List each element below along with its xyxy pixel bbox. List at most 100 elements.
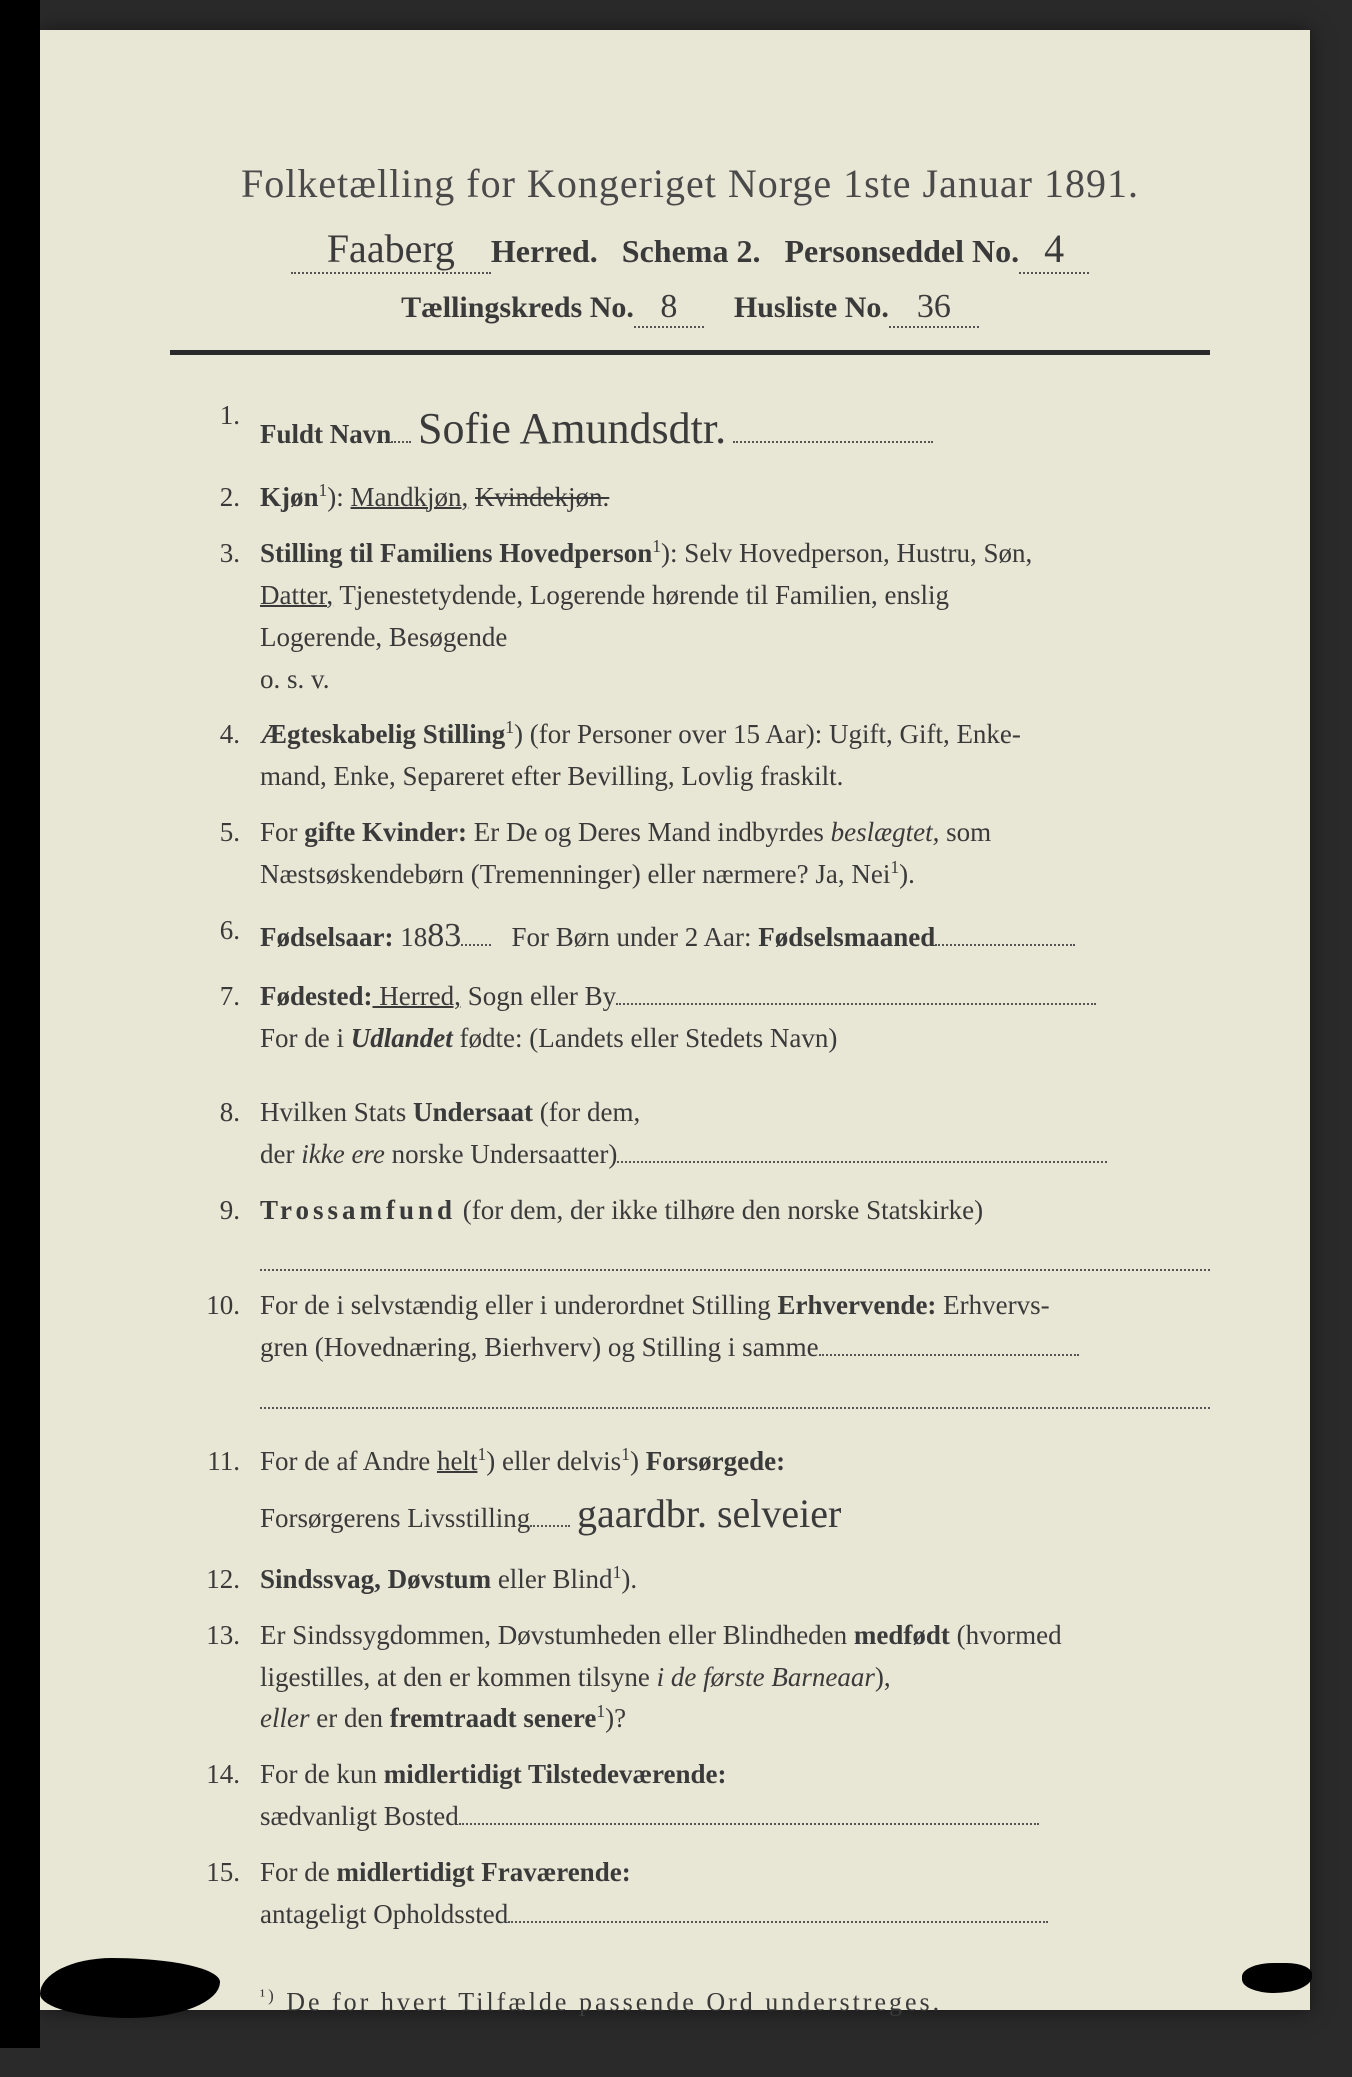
- item-num: 3.: [170, 533, 260, 700]
- label-erhvervende: Erhvervende:: [777, 1290, 936, 1320]
- item13-l2b: i de første Barneaar: [657, 1662, 875, 1692]
- item4-text2: mand, Enke, Separeret efter Bevilling, L…: [260, 761, 843, 791]
- item-1: 1. Fuldt Navn Sofie Amundsdtr.: [170, 395, 1210, 463]
- dotline: [260, 1369, 1210, 1409]
- item15-t1: For de: [260, 1857, 337, 1887]
- label-fravaerende: midlertidigt Fraværende:: [337, 1857, 631, 1887]
- header-line-2: Faaberg Herred. Schema 2. Personseddel N…: [170, 225, 1210, 274]
- item-3: 3. Stilling til Familiens Hovedperson1):…: [170, 533, 1210, 700]
- item-13: 13. Er Sindssygdommen, Døvstumheden elle…: [170, 1615, 1210, 1741]
- item11-t2: eller delvis: [495, 1446, 621, 1476]
- label-aegteskab: Ægteskabelig Stilling: [260, 719, 505, 749]
- item11-helt: helt: [437, 1446, 478, 1476]
- item3-text4: o. s. v.: [260, 664, 330, 694]
- item8-t2: (for dem,: [533, 1097, 640, 1127]
- item-num: 4.: [170, 714, 260, 798]
- label-undersaat: Undersaat: [413, 1097, 533, 1127]
- item4-paren: (for Personer over 15 Aar):: [523, 719, 829, 749]
- item11-l2: Forsørgerens Livsstilling: [260, 1503, 530, 1533]
- item13-t1: Er Sindssygdommen, Døvstumheden eller Bl…: [260, 1620, 854, 1650]
- item3-text1: Selv Hovedperson, Hustru, Søn,: [684, 538, 1032, 568]
- item-num: 2.: [170, 477, 260, 519]
- item7-l2c: fødte: (Landets eller Stedets Navn): [453, 1023, 838, 1053]
- item-10: 10. For de i selvstændig eller i underor…: [170, 1285, 1210, 1408]
- label-forsorgede: Forsørgede:: [639, 1446, 785, 1476]
- label-trossamfund: Trossamfund: [260, 1195, 456, 1225]
- item-14: 14. For de kun midlertidigt Tilstedevære…: [170, 1754, 1210, 1838]
- scan-edge: [0, 0, 40, 2048]
- label-fodselsaar: Fødselsaar:: [260, 922, 393, 952]
- item-7: 7. Fødested: Herred, Sogn eller By For d…: [170, 976, 1210, 1060]
- document-page: Folketælling for Kongeriget Norge 1ste J…: [40, 30, 1310, 2010]
- item-11: 11. For de af Andre helt1) eller delvis1…: [170, 1441, 1210, 1545]
- item11-t1: For de af Andre: [260, 1446, 437, 1476]
- item-num: 7.: [170, 976, 260, 1060]
- item7-herred: Herred,: [372, 981, 460, 1011]
- item-2: 2. Kjøn1): Mandkjøn, Kvindekjøn.: [170, 477, 1210, 519]
- person-no: 4: [1044, 225, 1064, 272]
- husliste-no: 36: [917, 288, 951, 325]
- item-num: 13.: [170, 1615, 260, 1741]
- footnote: ¹) De for hvert Tilfælde passende Ord un…: [170, 1986, 1210, 2018]
- item3-text2b: Tjenestetydende, Logerende hørende til F…: [333, 580, 949, 610]
- item-num: 12.: [170, 1559, 260, 1601]
- item5-text2: som: [939, 817, 991, 847]
- item13-l2c: ),: [875, 1662, 891, 1692]
- year-handwritten: 83: [427, 917, 461, 954]
- item-num: 10.: [170, 1285, 260, 1408]
- item14-l2: sædvanligt Bosted: [260, 1801, 459, 1831]
- item15-l2: antageligt Opholdssted: [260, 1899, 508, 1929]
- header-line-3: Tællingskreds No.8 Husliste No.36: [170, 288, 1210, 328]
- item6-mid: For Børn under 2 Aar:: [511, 922, 758, 952]
- schema-label: Schema 2.: [622, 233, 761, 269]
- item7-text: Sogn eller By: [461, 981, 616, 1011]
- item-num: 6.: [170, 910, 260, 963]
- item-4: 4. Ægteskabelig Stilling1) (for Personer…: [170, 714, 1210, 798]
- item12-text: eller Blind: [491, 1564, 612, 1594]
- item-num: 9.: [170, 1190, 260, 1272]
- label-fodselsmaaned: Fødselsmaaned: [758, 922, 935, 952]
- item-9: 9. Trossamfund (for dem, der ikke tilhør…: [170, 1190, 1210, 1272]
- item5-text3: Næstsøskendebørn (Tremenninger) eller næ…: [260, 859, 890, 889]
- item5-pre: For: [260, 817, 304, 847]
- item-15: 15. For de midlertidigt Fraværende: anta…: [170, 1852, 1210, 1936]
- item8-t1: Hvilken Stats: [260, 1097, 413, 1127]
- header-rule: [170, 350, 1210, 355]
- item13-medfodt: medfødt: [854, 1620, 950, 1650]
- main-title: Folketælling for Kongeriget Norge 1ste J…: [170, 160, 1210, 207]
- herred-label: Herred.: [491, 233, 598, 269]
- item13-senere: fremtraadt senere: [390, 1703, 597, 1733]
- name-handwritten: Sofie Amundsdtr.: [418, 395, 726, 463]
- opt-kvindekjon: Kvindekjøn.: [475, 482, 609, 512]
- item13-t2: (hvormed: [950, 1620, 1062, 1650]
- year-prefix: 18: [393, 922, 427, 952]
- item-num: 14.: [170, 1754, 260, 1838]
- herred-handwritten: Faaberg: [327, 225, 455, 272]
- livsstilling-handwritten: gaardbr. selveier: [577, 1483, 841, 1545]
- item-12: 12. Sindssvag, Døvstum eller Blind1).: [170, 1559, 1210, 1601]
- item8-l2b: ikke ere: [301, 1139, 385, 1169]
- label-sindssvag: Sindssvag, Døvstum: [260, 1564, 491, 1594]
- item9-text: (for dem, der ikke tilhøre den norske St…: [456, 1195, 983, 1225]
- item3-datter: Datter,: [260, 580, 333, 610]
- opt-mandkjon: Mandkjøn,: [351, 482, 469, 512]
- item10-l2: gren (Hovednæring, Bierhverv) og Stillin…: [260, 1332, 819, 1362]
- kreds-no: 8: [660, 288, 677, 325]
- item14-t1: For de kun: [260, 1759, 384, 1789]
- item4-text: Ugift, Gift, Enke-: [829, 719, 1021, 749]
- item10-t1: For de i selvstændig eller i underordnet…: [260, 1290, 777, 1320]
- label-fuldt-navn: Fuldt Navn: [260, 419, 391, 449]
- label-tilstedevaerende: midlertidigt Tilstedeværende:: [384, 1759, 727, 1789]
- item3-text3: Logerende, Besøgende: [260, 622, 507, 652]
- item8-l2a: der: [260, 1139, 301, 1169]
- item-num: 11.: [170, 1441, 260, 1545]
- item5-text: Er De og Deres Mand indbyrdes: [467, 817, 831, 847]
- person-label: Personseddel No.: [784, 233, 1019, 269]
- item-num: 8.: [170, 1092, 260, 1176]
- item8-l2c: norske Undersaatter): [385, 1139, 617, 1169]
- item-5: 5. For gifte Kvinder: Er De og Deres Man…: [170, 812, 1210, 896]
- item10-t2: Erhvervs-: [936, 1290, 1049, 1320]
- footnote-text: De for hvert Tilfælde passende Ord under…: [286, 1987, 942, 2016]
- item-6: 6. Fødselsaar: 1883 For Børn under 2 Aar…: [170, 910, 1210, 963]
- item-num: 5.: [170, 812, 260, 896]
